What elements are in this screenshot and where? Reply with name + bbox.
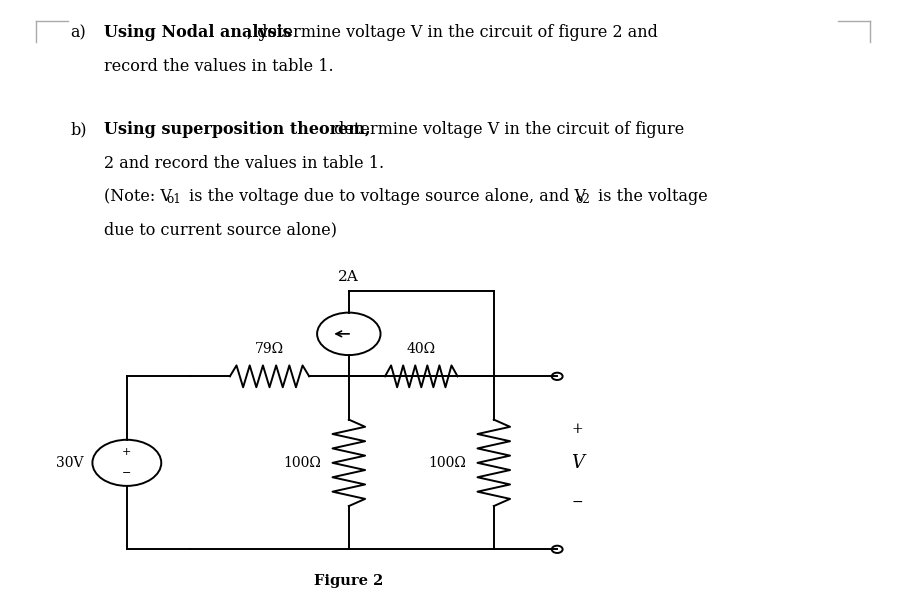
Text: −: − [572, 495, 583, 509]
Text: 30V: 30V [56, 456, 83, 470]
Text: record the values in table 1.: record the values in table 1. [104, 58, 333, 75]
Text: 2 and record the values in table 1.: 2 and record the values in table 1. [104, 155, 384, 172]
Text: is the voltage due to voltage source alone, and V: is the voltage due to voltage source alo… [184, 188, 586, 205]
Text: is the voltage: is the voltage [593, 188, 708, 205]
Text: determine voltage V in the circuit of figure: determine voltage V in the circuit of fi… [329, 121, 684, 138]
Text: 79Ω: 79Ω [255, 342, 284, 356]
Text: Using superposition theorem,: Using superposition theorem, [104, 121, 371, 138]
Text: 2A: 2A [339, 270, 359, 284]
Text: +: + [122, 447, 131, 458]
Text: V: V [571, 454, 583, 472]
Text: (Note: V: (Note: V [104, 188, 172, 205]
Text: 100Ω: 100Ω [284, 456, 322, 470]
Text: Using Nodal analysis: Using Nodal analysis [104, 24, 292, 41]
Text: due to current source alone): due to current source alone) [104, 222, 337, 239]
Text: Figure 2: Figure 2 [314, 574, 383, 588]
Text: −: − [122, 468, 131, 478]
Text: o2: o2 [575, 193, 590, 206]
Text: 40Ω: 40Ω [407, 342, 436, 356]
Text: a): a) [71, 24, 86, 41]
Text: 100Ω: 100Ω [429, 456, 467, 470]
Text: b): b) [71, 121, 87, 138]
Text: +: + [572, 422, 583, 436]
Text: o1: o1 [167, 193, 181, 206]
Text: , determine voltage V in the circuit of figure 2 and: , determine voltage V in the circuit of … [247, 24, 659, 41]
